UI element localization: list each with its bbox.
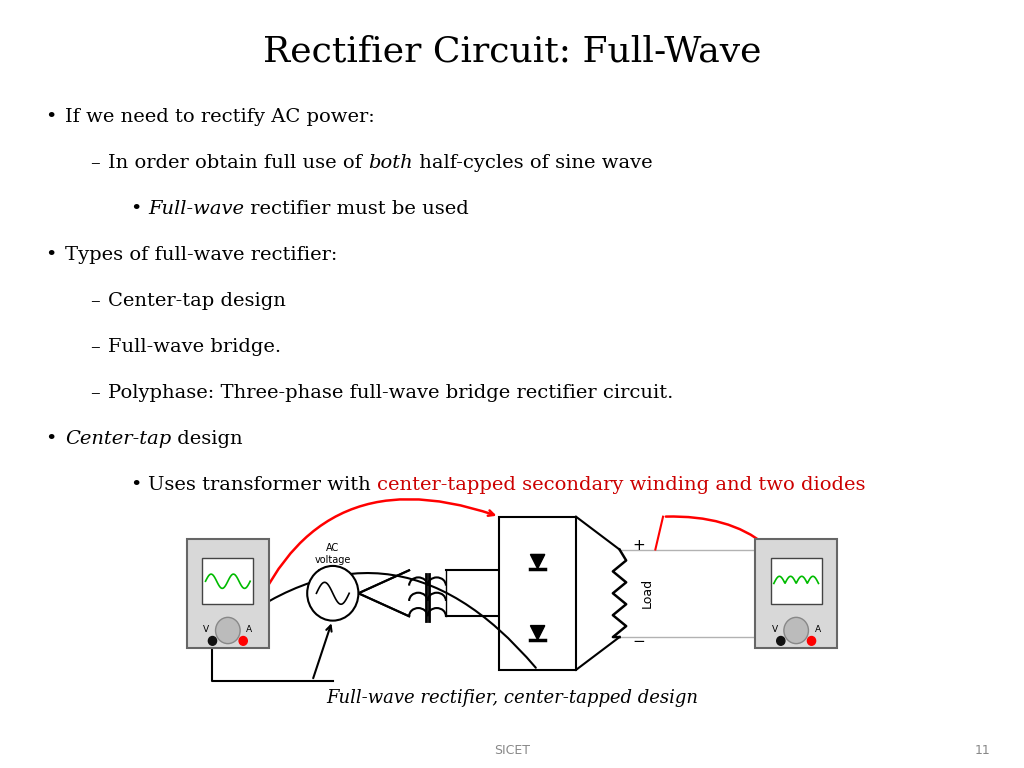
Text: Full-wave bridge.: Full-wave bridge. bbox=[108, 338, 282, 356]
Text: A: A bbox=[815, 625, 820, 634]
Text: design: design bbox=[171, 430, 243, 448]
Text: •: • bbox=[45, 430, 56, 448]
Text: half-cycles of sine wave: half-cycles of sine wave bbox=[413, 154, 652, 172]
Circle shape bbox=[776, 637, 784, 645]
Bar bbox=[500, 517, 575, 670]
Text: –: – bbox=[90, 154, 99, 172]
Text: source: source bbox=[316, 568, 349, 578]
Text: Load: Load bbox=[641, 578, 654, 608]
Text: •: • bbox=[45, 246, 56, 264]
Text: V: V bbox=[204, 625, 209, 634]
Text: Polyphase: Three-phase full-wave bridge rectifier circuit.: Polyphase: Three-phase full-wave bridge … bbox=[108, 384, 674, 402]
Text: Uses transformer with: Uses transformer with bbox=[148, 476, 377, 494]
Text: –: – bbox=[90, 338, 99, 356]
Circle shape bbox=[307, 566, 358, 621]
Text: •: • bbox=[130, 200, 141, 218]
Text: center-tapped secondary winding and two diodes: center-tapped secondary winding and two … bbox=[377, 476, 865, 494]
Text: •: • bbox=[45, 108, 56, 126]
Text: V: V bbox=[772, 625, 777, 634]
Text: 11: 11 bbox=[974, 743, 990, 756]
Polygon shape bbox=[530, 554, 545, 568]
Text: Full-wave: Full-wave bbox=[148, 200, 244, 218]
Text: Full-wave rectifier, center-tapped design: Full-wave rectifier, center-tapped desig… bbox=[326, 689, 698, 707]
Bar bbox=[186, 538, 268, 648]
Text: AC: AC bbox=[327, 544, 339, 554]
Text: rectifier must be used: rectifier must be used bbox=[244, 200, 469, 218]
Circle shape bbox=[807, 637, 815, 645]
Text: voltage: voltage bbox=[314, 555, 351, 565]
Circle shape bbox=[209, 637, 217, 645]
Bar bbox=[756, 538, 838, 648]
Text: Types of full-wave rectifier:: Types of full-wave rectifier: bbox=[65, 246, 337, 264]
Bar bbox=[203, 558, 253, 604]
Text: Center-tap design: Center-tap design bbox=[108, 292, 286, 310]
Text: –: – bbox=[90, 384, 99, 402]
Bar bbox=[771, 558, 821, 604]
Circle shape bbox=[784, 617, 809, 644]
Circle shape bbox=[215, 617, 240, 644]
Text: +: + bbox=[633, 538, 645, 553]
Text: both: both bbox=[368, 154, 413, 172]
Text: Center-tap: Center-tap bbox=[65, 430, 171, 448]
Text: Rectifier Circuit: Full-Wave: Rectifier Circuit: Full-Wave bbox=[263, 35, 761, 69]
Circle shape bbox=[239, 637, 248, 645]
Text: −: − bbox=[633, 634, 645, 649]
Polygon shape bbox=[530, 626, 545, 640]
Text: –: – bbox=[90, 292, 99, 310]
Text: SICET: SICET bbox=[494, 743, 530, 756]
Text: In order obtain full use of: In order obtain full use of bbox=[108, 154, 368, 172]
Text: A: A bbox=[247, 625, 252, 634]
Text: •: • bbox=[130, 476, 141, 494]
Text: If we need to rectify AC power:: If we need to rectify AC power: bbox=[65, 108, 375, 126]
